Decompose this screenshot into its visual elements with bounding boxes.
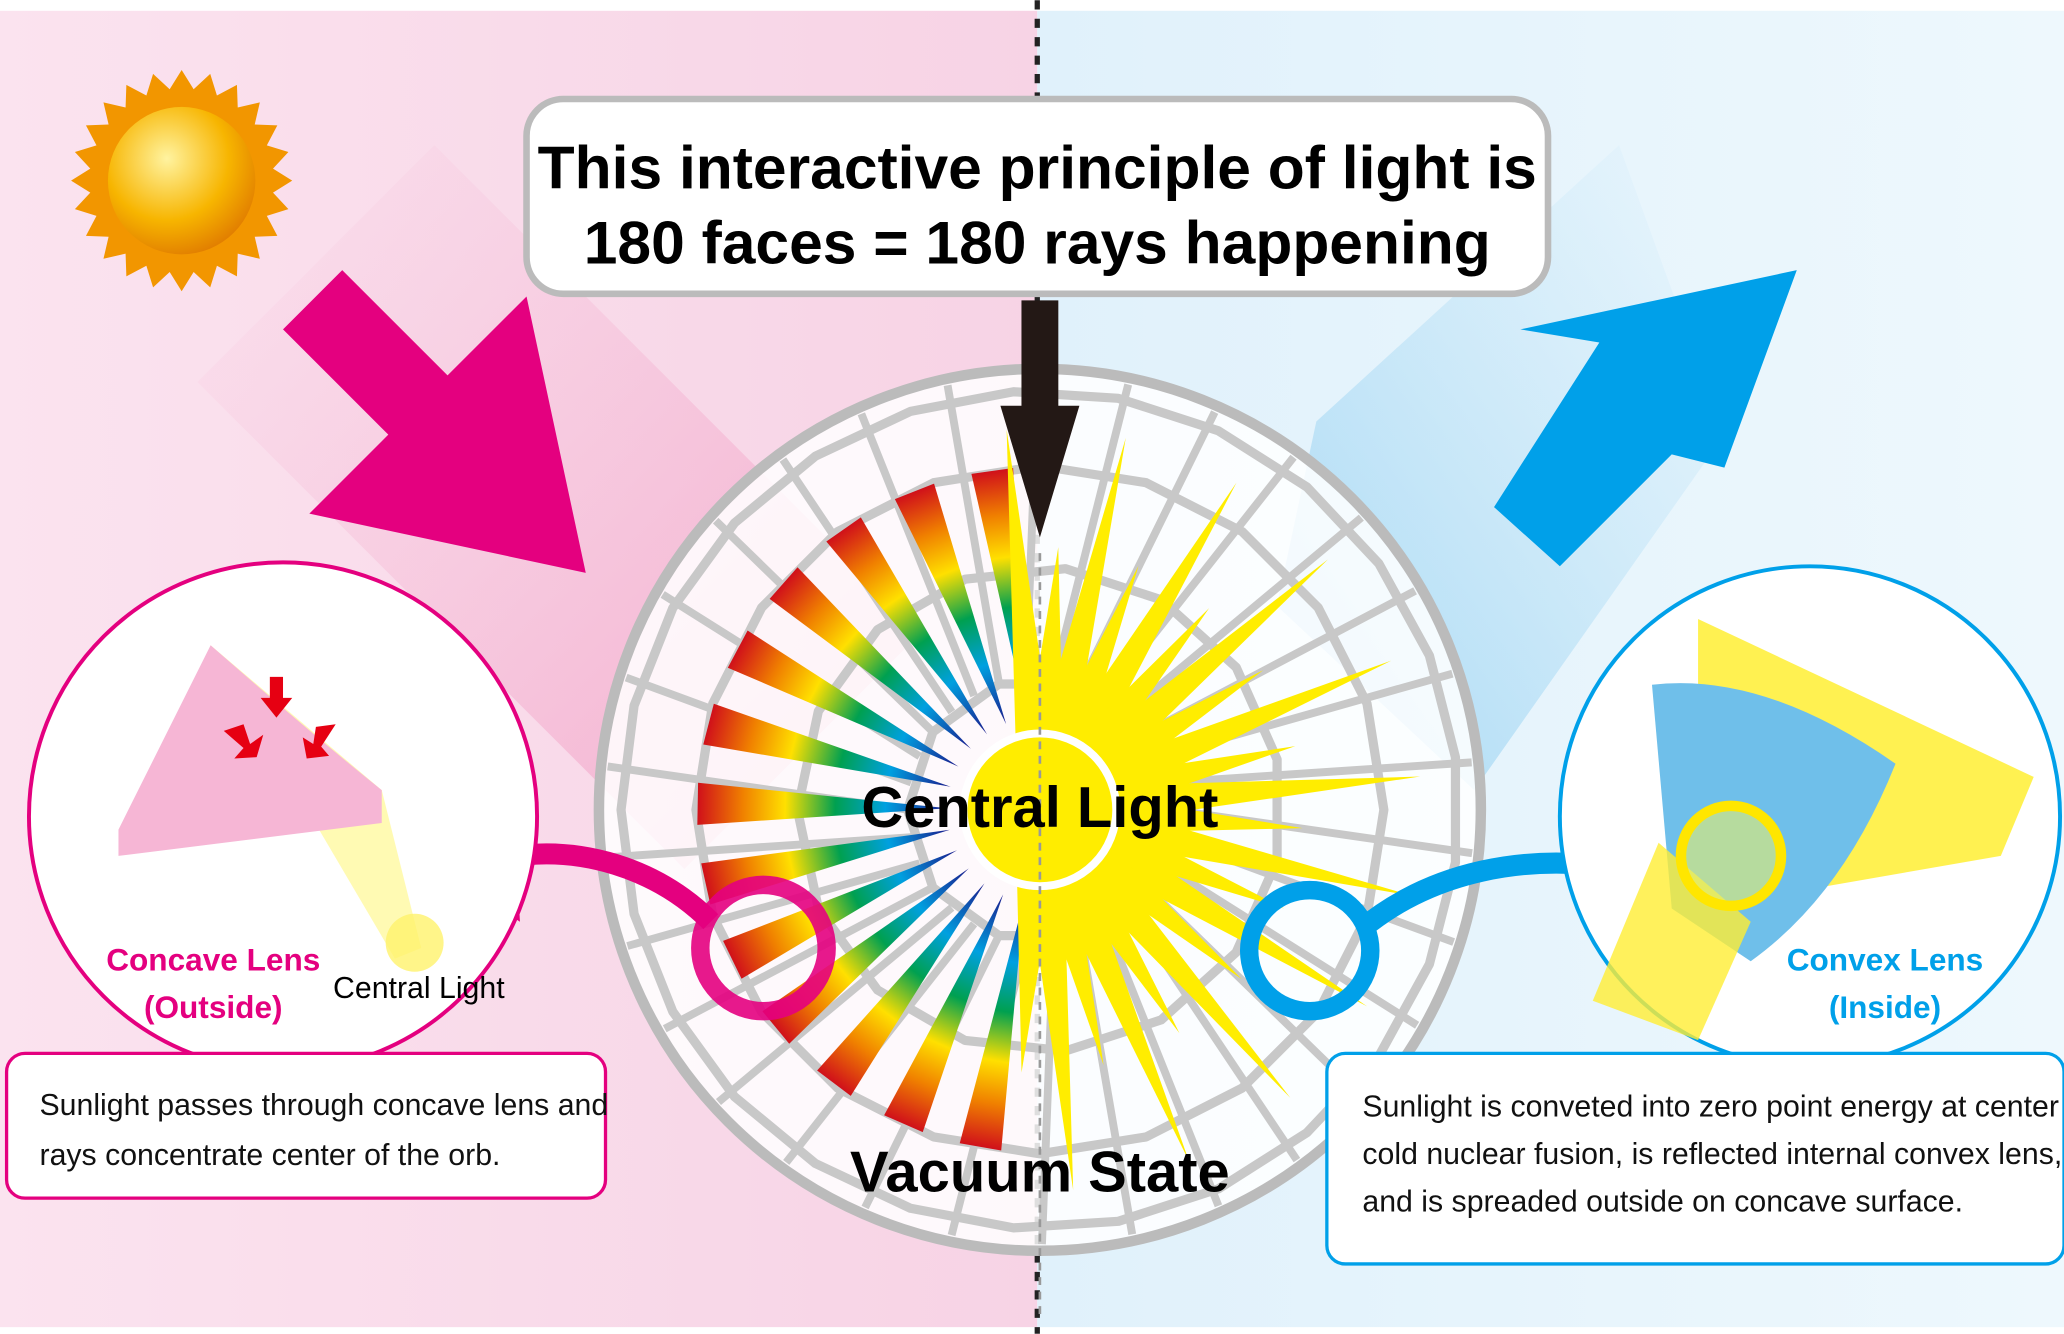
yellow-ray [1099,806,1412,896]
concave-ring [691,875,836,1021]
description-line: rays concentrate center of the orb. [39,1139,500,1172]
rainbow-ray [762,868,969,1044]
rainbow-ray [817,883,985,1096]
lens-side: (Outside) [144,989,283,1025]
header-box [523,95,1552,298]
focus [385,913,444,972]
lens-side: (Inside) [1829,989,1941,1025]
rainbow-ray [697,782,948,825]
rays [697,429,1421,1191]
wire-strut [1102,922,1223,1208]
yellow-ray [1078,838,1242,980]
down-arrow [1000,300,1080,538]
light-label: Central Light [333,972,505,1005]
yellow-ray [1036,437,1126,750]
wire-strut [857,412,978,698]
yellow-ray [1086,827,1368,1007]
header-line: This interactive principle of light is [538,134,1537,202]
center-label: Central Light [861,776,1218,840]
wire-ring [616,387,1461,1233]
bottom-label: Vacuum State [850,1141,1230,1205]
yellow-ray [1094,817,1284,909]
concave-box [4,1051,608,1200]
description-line: and is spreaded outside on concave surfa… [1362,1185,1963,1218]
wire-strut [715,904,955,1106]
lens-name: Convex Lens [1787,941,1984,977]
wire-strut [1125,514,1364,716]
wire-strut [626,859,921,950]
yellow-ray [1047,565,1139,756]
yellow-ray [1016,874,1054,1073]
yellow-ray [1068,608,1210,772]
yellow-ray [1057,482,1237,763]
description-line: Sunlight passes through concave lens and [39,1089,608,1122]
description-line: Sunlight is conveted into zero point ene… [1362,1091,2064,1124]
lens-name: Concave Lens [106,941,320,977]
pink-arrow [283,270,586,573]
wire-strut [607,833,912,862]
rainbow-ray [826,517,988,735]
convex-ring [1239,880,1380,1021]
description-line: cold nuclear fusion, is reflected intern… [1362,1138,2062,1171]
wire-strut [1049,383,1133,680]
sun-disc [107,106,256,255]
rainbow-ray [884,894,1004,1133]
wire-strut [943,384,1004,686]
core [1675,800,1787,912]
rainbow-ray [769,567,971,749]
yellow-ray [1077,559,1328,781]
wire-strut [662,883,936,1033]
yellow-ray [1069,847,1291,1098]
header-line: 180 faces = 180 rays happening [584,209,1491,277]
convex-box [1325,1051,2064,1266]
rainbow-ray [727,630,959,767]
focus-arrows [223,676,336,759]
wire-ring [691,461,1389,1159]
blue-arrow [1494,270,1797,567]
rainbow-ray [959,900,1024,1151]
rainbow-ray [723,850,958,979]
rainbow-ray [894,483,1007,725]
rainbow-ray [703,703,951,787]
wire-strut [1168,758,1472,787]
wire-strut [1158,860,1420,1029]
